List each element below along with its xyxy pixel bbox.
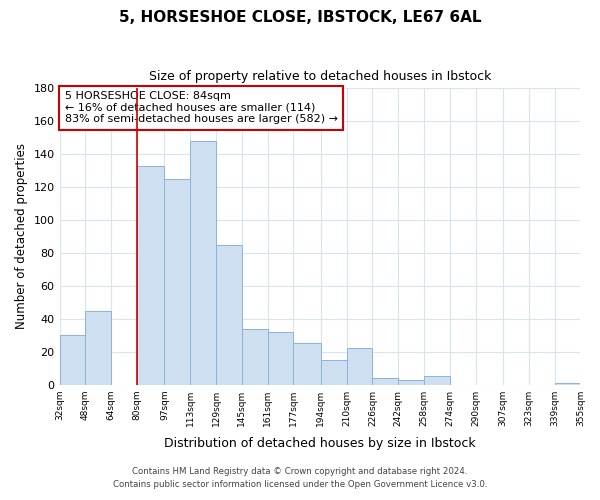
Bar: [293, 344, 321, 384]
Bar: [216, 244, 242, 384]
Bar: [190, 141, 216, 384]
Bar: [321, 360, 347, 384]
X-axis label: Distribution of detached houses by size in Ibstock: Distribution of detached houses by size …: [164, 437, 476, 450]
Bar: [164, 179, 190, 384]
Bar: [137, 166, 164, 384]
Bar: [85, 310, 111, 384]
Bar: [59, 336, 85, 384]
Bar: [268, 332, 293, 384]
Y-axis label: Number of detached properties: Number of detached properties: [15, 144, 28, 330]
Bar: [424, 376, 450, 384]
Title: Size of property relative to detached houses in Ibstock: Size of property relative to detached ho…: [149, 70, 491, 83]
Text: 5 HORSESHOE CLOSE: 84sqm
← 16% of detached houses are smaller (114)
83% of semi-: 5 HORSESHOE CLOSE: 84sqm ← 16% of detach…: [65, 92, 338, 124]
Bar: [347, 348, 373, 384]
Bar: [554, 383, 580, 384]
Text: 5, HORSESHOE CLOSE, IBSTOCK, LE67 6AL: 5, HORSESHOE CLOSE, IBSTOCK, LE67 6AL: [119, 10, 481, 25]
Bar: [373, 378, 398, 384]
Bar: [242, 328, 268, 384]
Text: Contains HM Land Registry data © Crown copyright and database right 2024.
Contai: Contains HM Land Registry data © Crown c…: [113, 468, 487, 489]
Bar: [398, 380, 424, 384]
